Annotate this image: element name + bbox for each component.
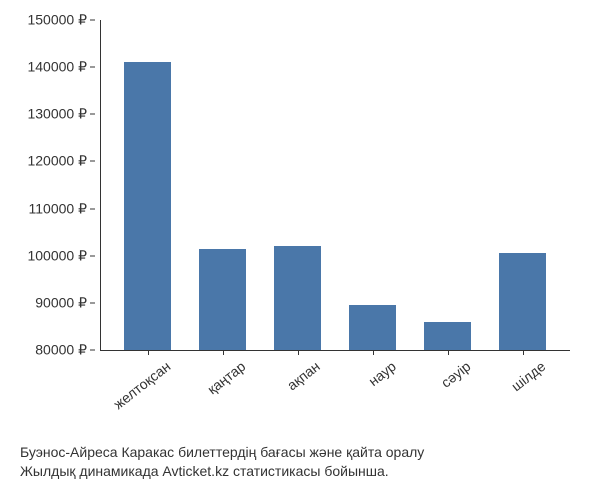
bar [424,322,471,350]
x-axis: желтоқсан қаңтар ақпан наур сәуір шілде [100,350,570,430]
x-label-wrapper: желтоқсан [110,358,185,428]
y-tick-label: 140000 ₽ [27,59,87,76]
x-tick-mark [373,350,374,355]
x-tick-mark [223,350,224,355]
x-label-wrapper: қаңтар [185,358,260,428]
bar-wrapper [110,20,185,350]
y-tick-mark [90,161,95,162]
x-label-wrapper: наур [335,358,410,428]
x-labels-group: желтоқсан қаңтар ақпан наур сәуір шілде [100,358,570,428]
plot-area [100,20,570,350]
bar-wrapper [335,20,410,350]
x-tick-mark [298,350,299,355]
y-tick-label: 110000 ₽ [29,200,87,217]
y-tick-mark [90,20,95,21]
x-tick-mark [148,350,149,355]
x-label-wrapper: шілде [485,358,560,428]
bar-wrapper [485,20,560,350]
bar [274,246,321,350]
y-tick-label: 80000 ₽ [35,342,87,359]
x-tick-label: ақпан [284,358,323,393]
bars-group [100,20,570,350]
x-tick-label: шілде [508,358,548,394]
x-tick-mark [448,350,449,355]
bar [349,305,396,350]
y-tick-label: 150000 ₽ [27,12,87,29]
bar [199,249,246,350]
y-tick-label: 100000 ₽ [27,247,87,264]
y-tick-mark [90,302,95,303]
bar-wrapper [260,20,335,350]
chart-container: 80000 ₽ 90000 ₽ 100000 ₽ 110000 ₽ 120000 ₽ 13… [10,10,590,490]
x-tick-mark [523,350,524,355]
y-tick-label: 90000 ₽ [35,294,87,311]
x-label-wrapper: сәуір [410,358,485,428]
y-tick-label: 120000 ₽ [27,153,87,170]
x-label-wrapper: ақпан [260,358,335,428]
y-axis: 80000 ₽90000 ₽100000 ₽110000 ₽120000 ₽13… [10,20,95,350]
caption-line-2: Жылдық динамикада Avticket.kz статистика… [20,462,580,482]
y-tick-mark [90,208,95,209]
bar-wrapper [410,20,485,350]
bar [499,253,546,350]
bar [124,62,171,350]
y-tick-mark [90,114,95,115]
y-tick-mark [90,350,95,351]
x-tick-label: желтоқсан [110,358,173,412]
chart-caption: Буэнос-Айреса Каракас билеттердің бағасы… [10,443,590,482]
y-tick-label: 130000 ₽ [27,106,87,123]
x-tick-label: наур [365,358,398,389]
x-tick-label: сәуір [438,358,474,391]
x-tick-label: қаңтар [204,358,248,397]
caption-line-1: Буэнос-Айреса Каракас билеттердің бағасы… [20,443,580,463]
bar-wrapper [185,20,260,350]
y-tick-mark [90,67,95,68]
y-tick-mark [90,255,95,256]
